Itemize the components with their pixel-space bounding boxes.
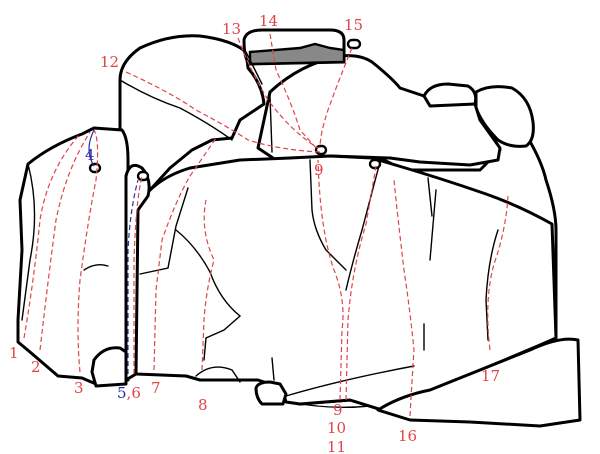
main-face-outline [134,154,558,412]
route-label-9-top: 9 [314,161,324,179]
route-3-line [77,129,99,373]
upper-boulder-outline [256,54,502,167]
bolt-4 [88,162,102,174]
route-label-12: 12 [100,53,119,71]
pillar-left-edge [21,163,36,321]
crack-flake-outline [175,229,242,361]
route-label-17: 17 [481,367,500,385]
route-5-line [127,179,139,374]
route-8-line [201,199,215,371]
route-label-2: 2 [31,358,41,376]
base-stone-center-outline [254,380,288,406]
base-stone-left-outline [90,346,128,388]
bolt-5-6 [136,170,150,182]
route-label-14: 14 [259,12,278,30]
route-12-line [125,71,321,153]
route-label-5: 5 [117,384,127,402]
route-label-3: 3 [74,379,84,397]
bolt-15 [346,38,362,50]
left-pillar-outline [16,126,130,386]
route-labels: 1 2 3 4 5,6 7 8 9 9 10 11 12 13 14 15 16… [9,12,500,454]
route-9-line [317,159,344,401]
route-label-16: 16 [398,427,417,445]
route-7-line [153,137,217,371]
route-17-line [487,195,509,351]
top-left-boulder-outline [118,34,266,202]
bolt-main-face [368,158,382,170]
route-label-15: 15 [344,16,363,34]
route-label-6: ,6 [127,384,141,402]
crack-base-center [271,357,275,381]
crack-center-right [345,161,381,291]
route-label-5-6: 5,6 [117,384,141,402]
route-16-line [393,179,415,417]
crack-upper-middle [269,95,273,153]
route-label-10: 10 [327,419,346,437]
route-4-line [88,129,95,167]
shaded-ledge [248,42,346,66]
crack-ledge-base [289,401,381,411]
crack-right-2 [429,189,437,261]
routes [23,33,509,417]
pillar-crack [83,263,109,271]
route-label-7: 7 [151,379,161,397]
route-label-13: 13 [222,20,241,38]
route-label-9: 9 [333,401,343,419]
top-right-stone-outline [474,85,535,148]
route-label-4: 4 [85,146,95,164]
route-1-line [23,133,81,339]
route-label-8: 8 [198,396,208,414]
route-label-11: 11 [327,438,346,454]
crack-right-1 [427,177,433,217]
base-rock-8 [195,366,241,383]
crack-top-left [119,79,233,141]
crack-cap-seam [245,51,263,85]
route-10-line [345,165,377,401]
route-14-line [269,33,319,151]
route-6-line [133,175,143,374]
crack-right-edge [485,229,499,341]
bottom-slab-outline [376,337,582,428]
rock-details [21,51,499,411]
route-2-line [39,131,91,351]
route-15-line [319,47,353,149]
crack-center-left [309,159,347,271]
route-13-line [237,37,319,149]
crack-ledge-low [285,365,415,397]
crack-left-flake [139,187,189,275]
route-label-1: 1 [9,344,19,362]
